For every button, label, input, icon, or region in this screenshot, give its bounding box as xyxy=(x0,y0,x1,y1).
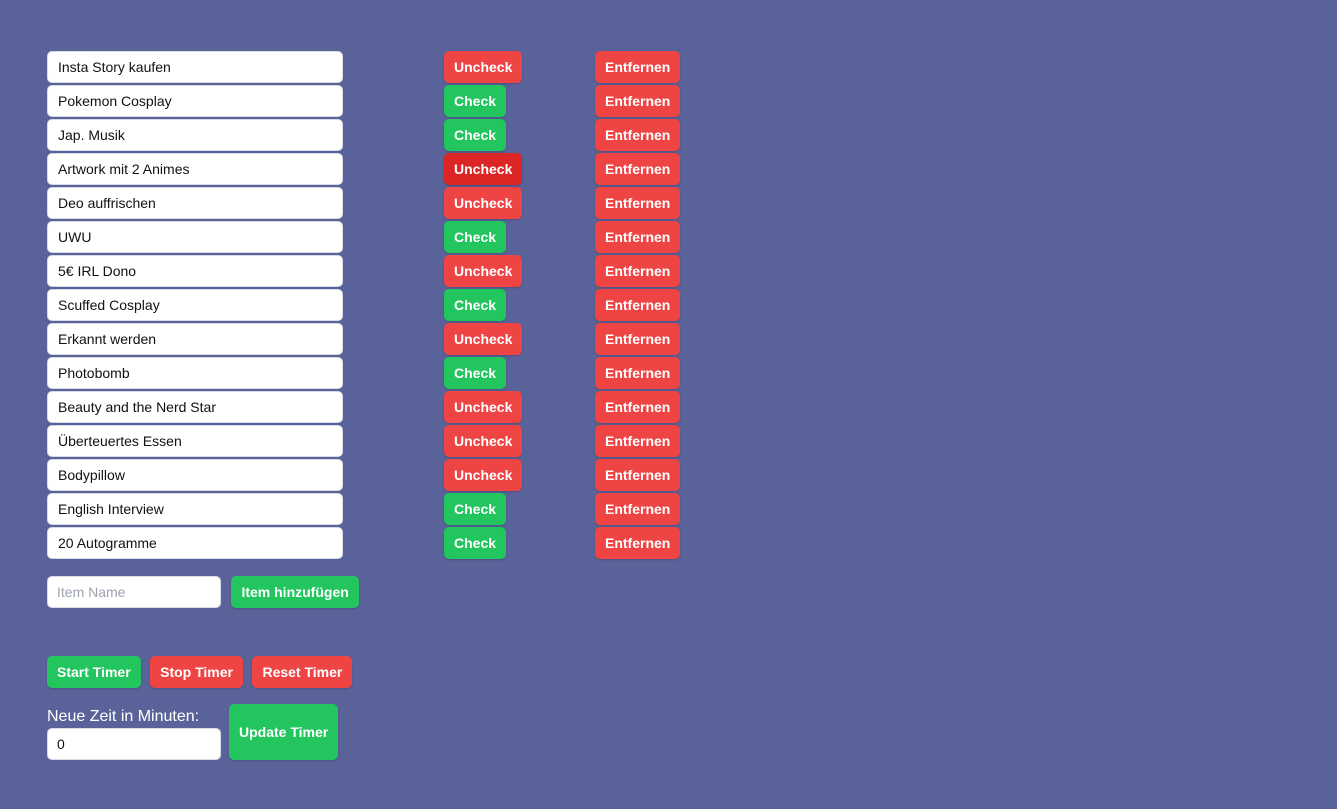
stop-timer-button[interactable]: Stop Timer xyxy=(150,656,243,688)
toggle-check-button[interactable]: Check xyxy=(444,119,507,151)
list-item: 20 Autogramme Check Entfernen xyxy=(47,527,687,559)
remove-button[interactable]: Entfernen xyxy=(595,187,681,219)
item-name-field[interactable]: Jap. Musik xyxy=(47,119,343,151)
item-name-field[interactable]: Scuffed Cosplay xyxy=(47,289,343,321)
list-item: Scuffed Cosplay Check Entfernen xyxy=(47,289,687,321)
item-name-field[interactable]: 5€ IRL Dono xyxy=(47,255,343,287)
item-name-field[interactable]: Beauty and the Nerd Star xyxy=(47,391,343,423)
remove-button[interactable]: Entfernen xyxy=(595,425,681,457)
remove-button[interactable]: Entfernen xyxy=(595,459,681,491)
minutes-label: Neue Zeit in Minuten: xyxy=(47,708,200,725)
list-item: Jap. Musik Check Entfernen xyxy=(47,119,687,151)
toggle-check-button[interactable]: Check xyxy=(444,493,507,525)
item-list: Insta Story kaufen Uncheck Entfernen Pok… xyxy=(47,51,687,561)
add-item-form: Item hinzufügen xyxy=(47,576,359,608)
item-name-field[interactable]: Überteuertes Essen xyxy=(47,425,343,457)
remove-button[interactable]: Entfernen xyxy=(595,153,681,185)
list-item: Deo auffrischen Uncheck Entfernen xyxy=(47,187,687,219)
list-item: 5€ IRL Dono Uncheck Entfernen xyxy=(47,255,687,287)
list-item: Insta Story kaufen Uncheck Entfernen xyxy=(47,51,687,83)
toggle-check-button[interactable]: Check xyxy=(444,357,507,389)
item-name-field[interactable]: 20 Autogramme xyxy=(47,527,343,559)
item-name-field[interactable]: Photobomb xyxy=(47,357,343,389)
list-item: Erkannt werden Uncheck Entfernen xyxy=(47,323,687,355)
toggle-check-button[interactable]: Uncheck xyxy=(444,425,523,457)
toggle-check-button[interactable]: Check xyxy=(444,221,507,253)
minutes-input[interactable] xyxy=(47,728,221,760)
item-name-field[interactable]: Artwork mit 2 Animes xyxy=(47,153,343,185)
remove-button[interactable]: Entfernen xyxy=(595,527,681,559)
remove-button[interactable]: Entfernen xyxy=(595,255,681,287)
list-item: Artwork mit 2 Animes Uncheck Entfernen xyxy=(47,153,687,185)
item-name-input[interactable] xyxy=(47,576,221,608)
remove-button[interactable]: Entfernen xyxy=(595,221,681,253)
remove-button[interactable]: Entfernen xyxy=(595,357,681,389)
toggle-check-button[interactable]: Uncheck xyxy=(444,51,523,83)
item-name-field[interactable]: UWU xyxy=(47,221,343,253)
list-item: Beauty and the Nerd Star Uncheck Entfern… xyxy=(47,391,687,423)
update-timer-form: Neue Zeit in Minuten: Update Timer xyxy=(47,704,339,760)
item-name-field[interactable]: Bodypillow xyxy=(47,459,343,491)
toggle-check-button[interactable]: Uncheck xyxy=(444,391,523,423)
item-name-field[interactable]: Deo auffrischen xyxy=(47,187,343,219)
remove-button[interactable]: Entfernen xyxy=(595,493,681,525)
update-timer-button[interactable]: Update Timer xyxy=(229,704,339,760)
list-item: UWU Check Entfernen xyxy=(47,221,687,253)
remove-button[interactable]: Entfernen xyxy=(595,85,681,117)
item-name-field[interactable]: Insta Story kaufen xyxy=(47,51,343,83)
add-item-button[interactable]: Item hinzufügen xyxy=(231,576,359,608)
toggle-check-button[interactable]: Uncheck xyxy=(444,459,523,491)
list-item: English Interview Check Entfernen xyxy=(47,493,687,525)
list-item: Überteuertes Essen Uncheck Entfernen xyxy=(47,425,687,457)
toggle-check-button[interactable]: Check xyxy=(444,527,507,559)
timer-controls: Start Timer Stop Timer Reset Timer xyxy=(47,656,357,688)
remove-button[interactable]: Entfernen xyxy=(595,323,681,355)
list-item: Bodypillow Uncheck Entfernen xyxy=(47,459,687,491)
toggle-check-button[interactable]: Uncheck xyxy=(444,187,523,219)
list-item: Pokemon Cosplay Check Entfernen xyxy=(47,85,687,117)
item-name-field[interactable]: English Interview xyxy=(47,493,343,525)
remove-button[interactable]: Entfernen xyxy=(595,51,681,83)
toggle-check-button[interactable]: Uncheck xyxy=(444,323,523,355)
remove-button[interactable]: Entfernen xyxy=(595,391,681,423)
reset-timer-button[interactable]: Reset Timer xyxy=(252,656,353,688)
toggle-check-button[interactable]: Check xyxy=(444,289,507,321)
toggle-check-button[interactable]: Uncheck xyxy=(444,153,523,185)
start-timer-button[interactable]: Start Timer xyxy=(47,656,141,688)
remove-button[interactable]: Entfernen xyxy=(595,119,681,151)
item-name-field[interactable]: Pokemon Cosplay xyxy=(47,85,343,117)
item-name-field[interactable]: Erkannt werden xyxy=(47,323,343,355)
toggle-check-button[interactable]: Uncheck xyxy=(444,255,523,287)
toggle-check-button[interactable]: Check xyxy=(444,85,507,117)
list-item: Photobomb Check Entfernen xyxy=(47,357,687,389)
remove-button[interactable]: Entfernen xyxy=(595,289,681,321)
